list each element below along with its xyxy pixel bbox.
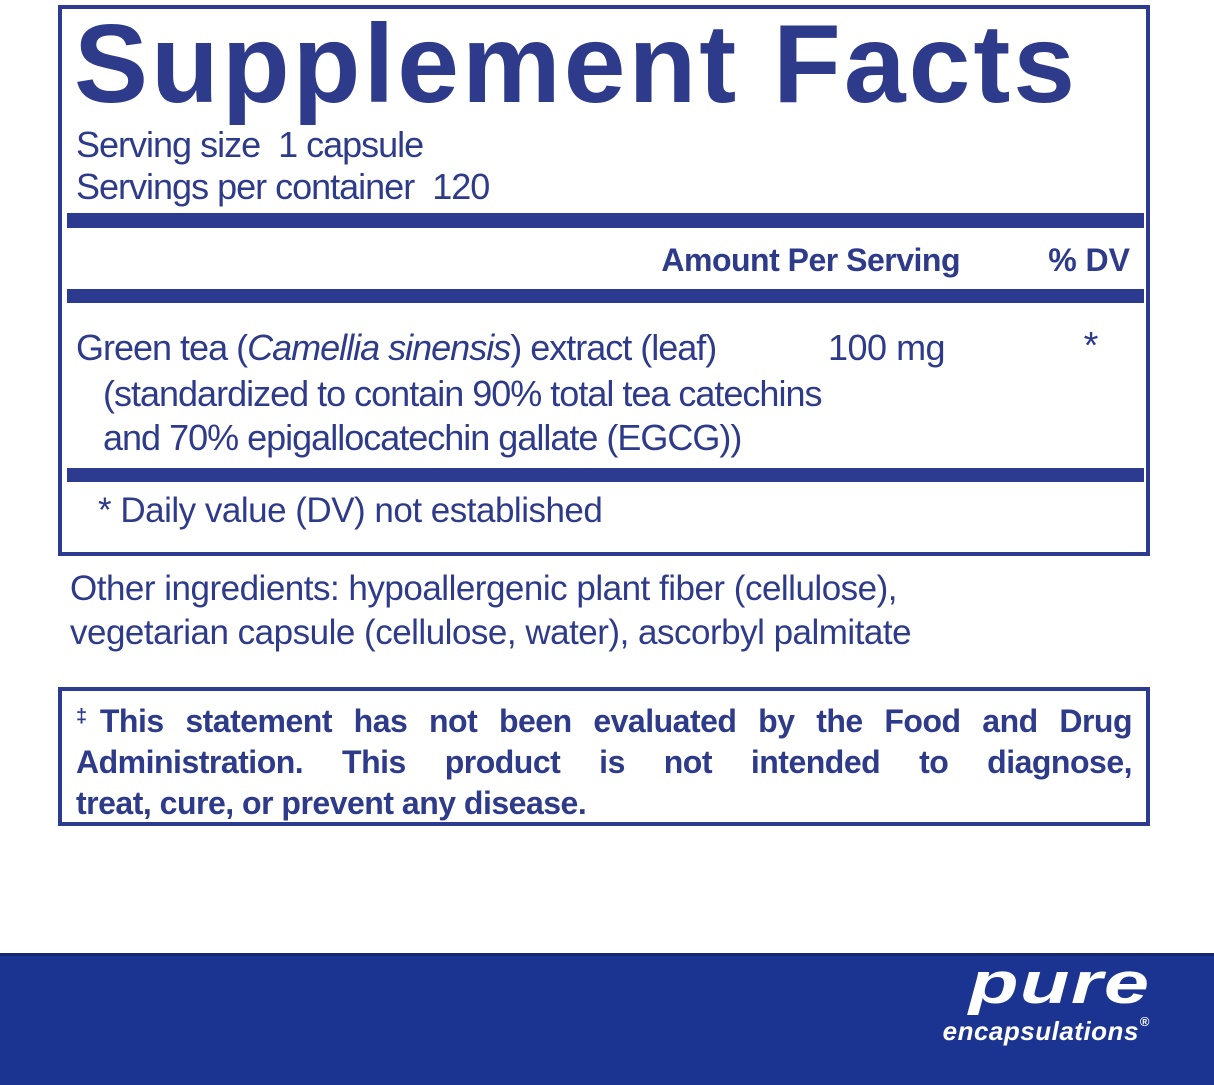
thick-rule-middle — [67, 289, 1144, 303]
disclaimer-line-2: Administration. This product is not inte… — [76, 744, 1133, 780]
ingredient-name: Green tea (Camellia sinensis) extract (l… — [76, 327, 717, 369]
ingredient-amount: 100 mg — [828, 327, 946, 368]
brand-footer-band: pure encapsulations® — [0, 953, 1214, 1085]
ingredient-standardization-line-1: (standardized to contain 90% total tea c… — [103, 373, 822, 414]
servings-per-container-row: Servings per container 120 — [76, 166, 490, 208]
serving-size-label: Serving size — [76, 124, 261, 165]
disclaimer-line-3: treat, cure, or prevent any disease. — [76, 785, 587, 821]
thick-rule-top — [67, 213, 1144, 228]
disclaimer-line-1-text: This statement has not been evaluated by… — [99, 703, 1133, 739]
servings-per-container-value: 120 — [432, 166, 490, 207]
other-ingredients-line-1: Other ingredients: hypoallergenic plant … — [70, 569, 898, 608]
percent-dv-header: % DV — [1048, 242, 1130, 278]
registered-trademark-icon: ® — [1139, 1014, 1150, 1029]
serving-size-value: 1 capsule — [278, 124, 424, 165]
ingredient-row-green-tea: Green tea (Camellia sinensis) extract (l… — [62, 325, 1146, 467]
brand-name: pure — [968, 951, 1150, 1017]
pure-encapsulations-logo: pure encapsulations® — [943, 955, 1150, 1047]
disclaimer-line-1: ‡This statement has not been evaluated b… — [76, 696, 1133, 742]
double-dagger-mark: ‡ — [76, 705, 100, 727]
fda-disclaimer-box: ‡This statement has not been evaluated b… — [58, 687, 1150, 826]
serving-size-row: Serving size 1 capsule — [76, 124, 424, 166]
ingredient-latin-name: Camellia sinensis — [247, 327, 511, 368]
daily-value-footnote: * Daily value (DV) not established — [98, 491, 603, 530]
other-ingredients-line-2: vegetarian capsule (cellulose, water), a… — [70, 613, 912, 652]
supplement-facts-title: Supplement Facts — [74, 2, 1079, 126]
servings-per-container-label: Servings per container — [76, 166, 415, 207]
amount-per-serving-header: Amount Per Serving — [661, 242, 960, 278]
ingredient-name-prefix: Green tea ( — [76, 327, 248, 368]
ingredient-standardization-line-2: and 70% epigallocatechin gallate (EGCG)) — [103, 417, 742, 458]
ingredient-dv-asterisk: * — [1083, 325, 1099, 367]
brand-subname-row: encapsulations® — [943, 1014, 1150, 1047]
thick-rule-bottom — [67, 468, 1144, 482]
brand-subname: encapsulations — [942, 1016, 1139, 1046]
other-ingredients-section: Other ingredients: hypoallergenic plant … — [70, 567, 912, 655]
ingredient-name-suffix: ) extract (leaf) — [510, 327, 717, 368]
supplement-facts-panel: Supplement Facts Serving size 1 capsule S… — [58, 2, 1150, 556]
